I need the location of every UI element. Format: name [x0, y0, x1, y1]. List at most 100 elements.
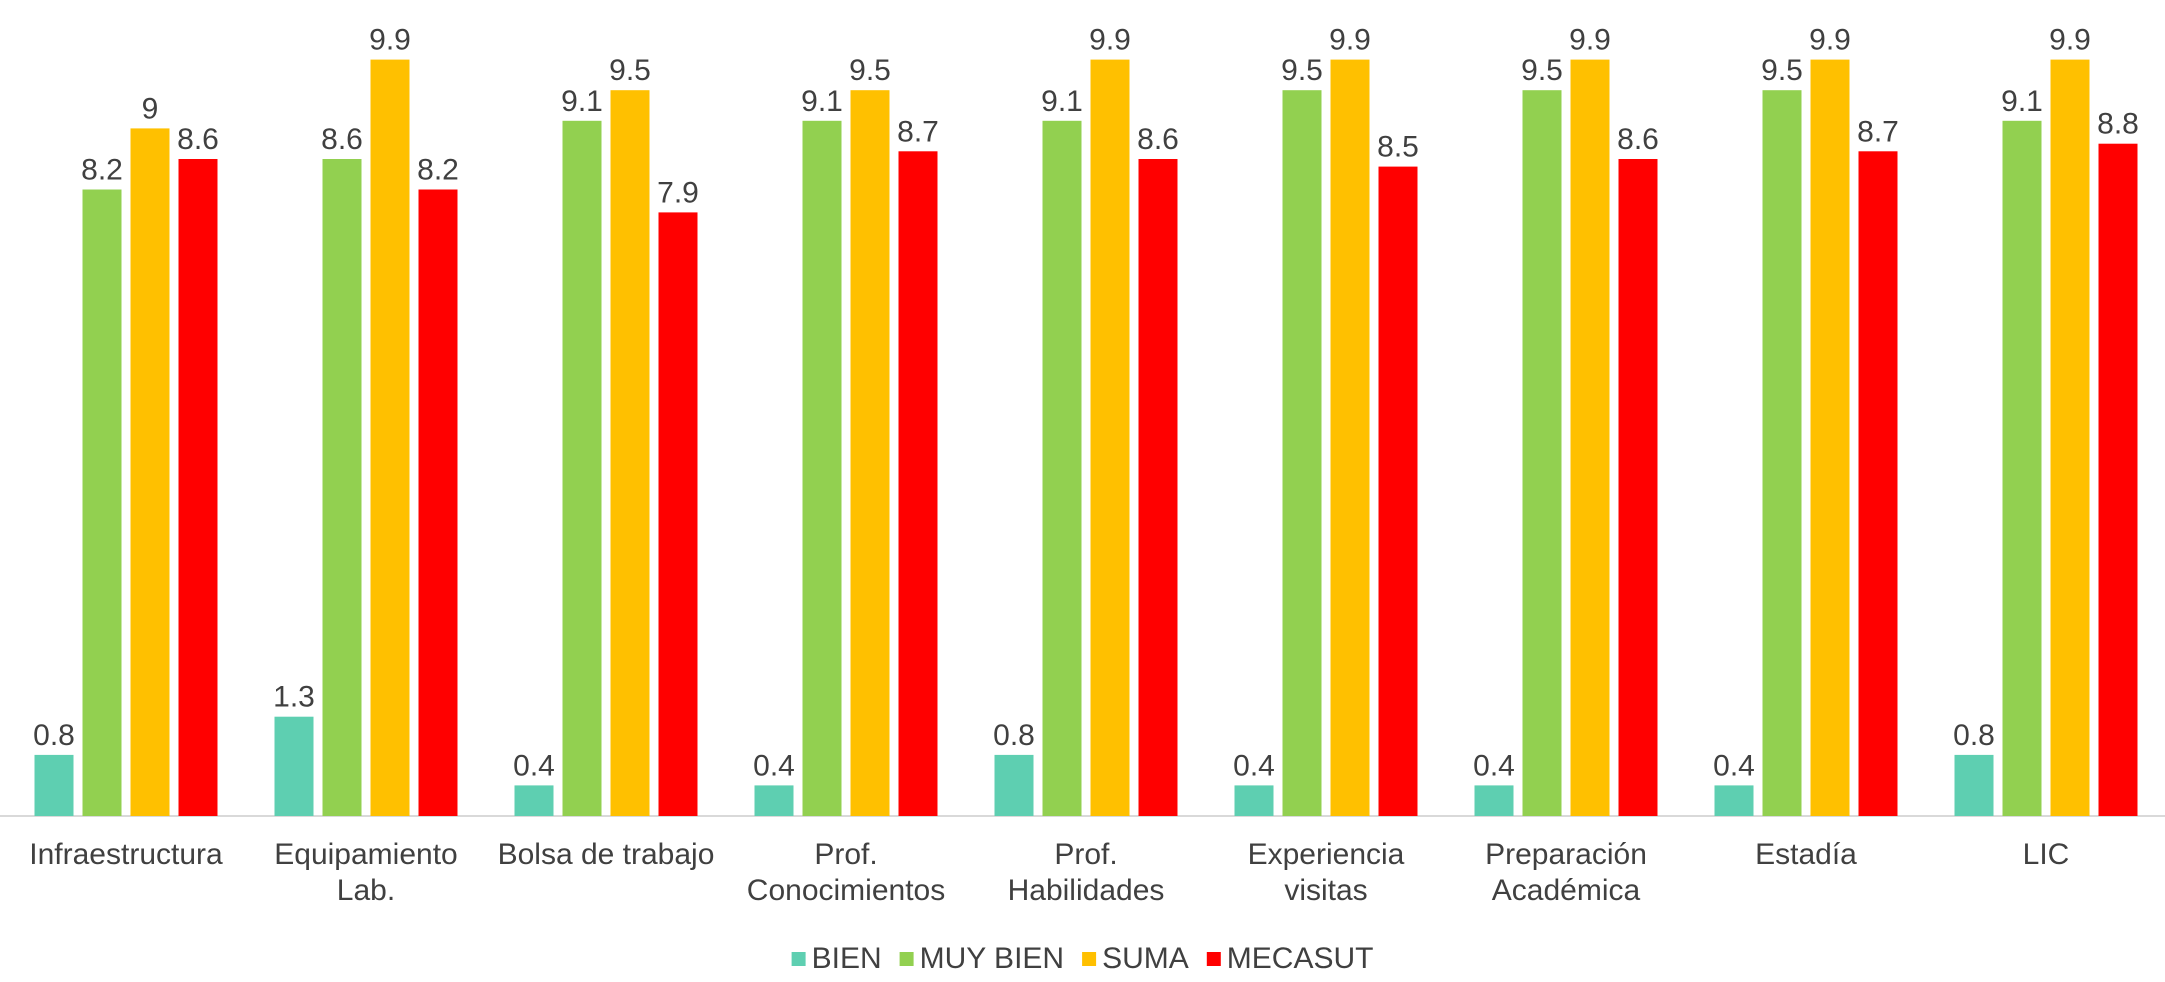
bar-bien [1715, 785, 1754, 816]
bar-suma [611, 90, 650, 816]
bar-muy-bien [1043, 121, 1082, 816]
data-label: 9.9 [369, 24, 411, 57]
category-label: Conocimientos [747, 874, 945, 907]
bar-bien [1955, 755, 1994, 816]
data-label: 8.6 [1137, 123, 1179, 156]
legend-swatch [1207, 952, 1221, 966]
data-label: 0.4 [1233, 749, 1275, 782]
data-label: 9 [142, 92, 159, 125]
bar-mecasut [659, 212, 698, 816]
data-label: 9.1 [801, 85, 843, 118]
bar-muy-bien [803, 121, 842, 816]
bar-mecasut [1619, 159, 1658, 816]
data-label: 8.6 [321, 123, 363, 156]
bar-mecasut [2099, 144, 2138, 816]
data-label: 8.7 [1857, 115, 1899, 148]
bars-group [35, 60, 2138, 816]
bar-mecasut [179, 159, 218, 816]
bar-muy-bien [1523, 90, 1562, 816]
bar-suma [2051, 60, 2090, 816]
bar-mecasut [1139, 159, 1178, 816]
data-label: 9.9 [2049, 24, 2091, 57]
bar-suma [371, 60, 410, 816]
bar-bien [1235, 785, 1274, 816]
legend-label: SUMA [1102, 942, 1189, 975]
category-label: Prof. [814, 838, 877, 871]
data-label: 8.6 [1617, 123, 1659, 156]
bar-bien [515, 785, 554, 816]
legend-item-bien: BIEN [792, 942, 882, 975]
data-label: 0.8 [33, 719, 75, 752]
data-label: 9.5 [1521, 54, 1563, 87]
legend-item-muy-bien: MUY BIEN [900, 942, 1064, 975]
legend: BIEN MUY BIEN SUMA MECASUT [792, 942, 1374, 975]
bar-bien [1475, 785, 1514, 816]
data-label: 0.4 [1713, 749, 1755, 782]
bar-suma [1571, 60, 1610, 816]
legend-label: MECASUT [1227, 942, 1374, 975]
legend-swatch [900, 952, 914, 966]
data-label: 9.5 [1281, 54, 1323, 87]
bar-mecasut [899, 151, 938, 816]
legend-label: MUY BIEN [920, 942, 1064, 975]
data-label: 1.3 [273, 681, 315, 714]
data-label: 0.4 [753, 749, 795, 782]
data-label: 0.8 [1953, 719, 1995, 752]
category-label: Experiencia [1248, 838, 1405, 871]
category-label: Prof. [1054, 838, 1117, 871]
data-label: 9.9 [1569, 24, 1611, 57]
bar-suma [131, 128, 170, 816]
data-label: 8.6 [177, 123, 219, 156]
bar-suma [851, 90, 890, 816]
bar-muy-bien [2003, 121, 2042, 816]
data-label: 0.4 [513, 749, 555, 782]
legend-item-mecasut: MECASUT [1207, 942, 1374, 975]
bar-muy-bien [1763, 90, 1802, 816]
bar-muy-bien [563, 121, 602, 816]
category-label: LIC [2023, 838, 2070, 871]
data-label: 9.9 [1089, 24, 1131, 57]
bar-suma [1811, 60, 1850, 816]
category-label: visitas [1284, 874, 1367, 907]
category-label: Académica [1492, 874, 1641, 907]
data-label: 8.8 [2097, 108, 2139, 141]
category-label: Equipamiento [274, 838, 457, 871]
data-label: 7.9 [657, 176, 699, 209]
bar-mecasut [1379, 167, 1418, 816]
data-label: 9.5 [849, 54, 891, 87]
data-label: 9.1 [1041, 85, 1083, 118]
data-label: 9.5 [1761, 54, 1803, 87]
bar-muy-bien [323, 159, 362, 816]
bar-muy-bien [83, 190, 122, 817]
legend-swatch [1082, 952, 1096, 966]
data-label: 0.4 [1473, 749, 1515, 782]
bar-suma [1091, 60, 1130, 816]
data-label: 9.9 [1329, 24, 1371, 57]
category-label: Habilidades [1008, 874, 1165, 907]
bar-suma [1331, 60, 1370, 816]
bar-bien [275, 717, 314, 816]
legend-item-suma: SUMA [1082, 942, 1189, 975]
data-label: 9.9 [1809, 24, 1851, 57]
data-label: 8.2 [417, 154, 459, 187]
data-label: 9.1 [561, 85, 603, 118]
bar-mecasut [419, 190, 458, 817]
data-label: 8.7 [897, 115, 939, 148]
bar-bien [755, 785, 794, 816]
category-label: Lab. [337, 874, 395, 907]
legend-swatch [792, 952, 806, 966]
category-label: Infraestructura [29, 838, 223, 871]
legend-label: BIEN [812, 942, 882, 975]
data-label: 9.5 [609, 54, 651, 87]
category-label: Estadía [1755, 838, 1857, 871]
data-label: 9.1 [2001, 85, 2043, 118]
data-label: 8.2 [81, 154, 123, 187]
bar-bien [35, 755, 74, 816]
category-label: Preparación [1485, 838, 1647, 871]
data-label: 0.8 [993, 719, 1035, 752]
category-label: Bolsa de trabajo [498, 838, 715, 871]
bar-bien [995, 755, 1034, 816]
data-label: 8.5 [1377, 131, 1419, 164]
